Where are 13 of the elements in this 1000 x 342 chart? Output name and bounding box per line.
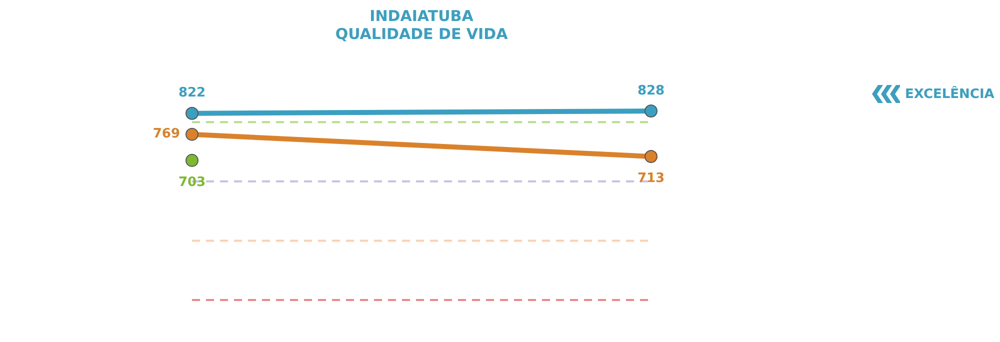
data-label: 703 bbox=[178, 174, 206, 190]
point bbox=[186, 106, 198, 120]
data-label: 828 bbox=[637, 83, 665, 98]
point bbox=[644, 104, 658, 118]
data-label: 822 bbox=[178, 86, 206, 101]
data-label: 713 bbox=[637, 170, 665, 186]
text: EXCELÊNCIA bbox=[905, 86, 994, 102]
text: QUALIDADE DE VIDA bbox=[335, 24, 508, 43]
point bbox=[186, 128, 198, 141]
point bbox=[186, 154, 198, 167]
text: INDAIATUBA bbox=[370, 6, 474, 25]
point bbox=[644, 150, 658, 163]
data-label: 769 bbox=[152, 126, 180, 142]
